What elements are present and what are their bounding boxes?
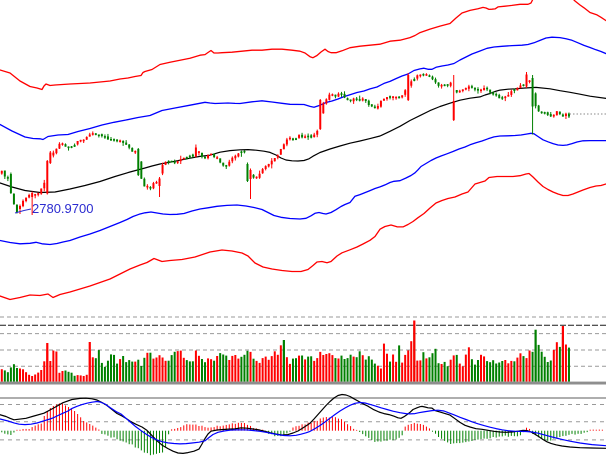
svg-text:2780.9700: 2780.9700 — [32, 201, 93, 216]
